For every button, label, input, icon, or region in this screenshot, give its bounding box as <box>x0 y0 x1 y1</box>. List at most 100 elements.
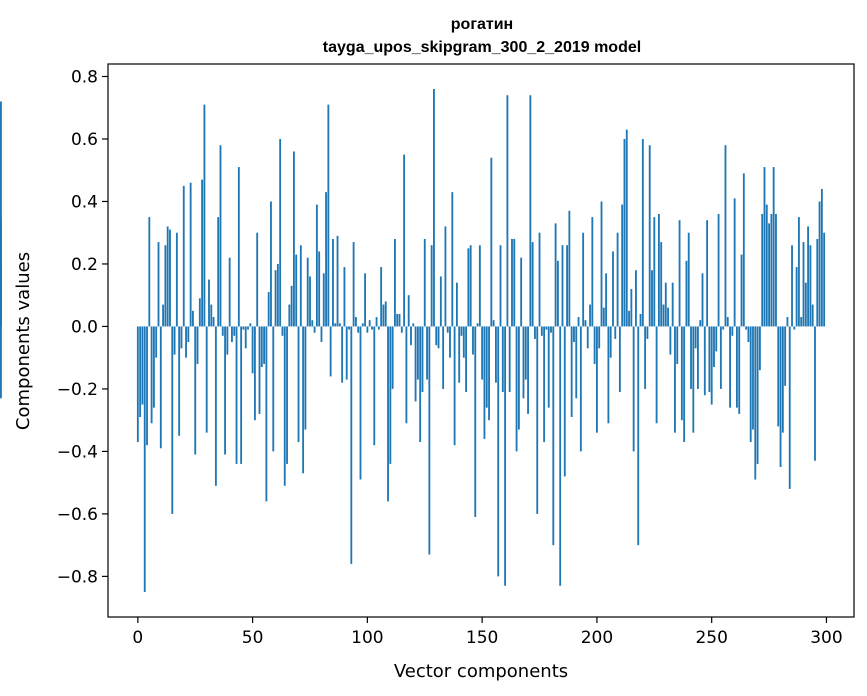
bar <box>192 310 194 327</box>
bar <box>781 326 784 433</box>
bar <box>600 201 603 327</box>
y-tick-label: 0.6 <box>71 130 98 150</box>
bar <box>334 323 337 327</box>
bar <box>570 326 573 418</box>
bar <box>628 310 630 327</box>
bar <box>371 326 373 330</box>
bar <box>680 326 683 421</box>
bar <box>185 326 187 358</box>
bar <box>472 326 474 355</box>
bar <box>290 285 293 327</box>
bar <box>419 326 422 443</box>
bar <box>437 326 440 349</box>
bar <box>678 220 681 327</box>
bar <box>641 138 644 327</box>
bar <box>697 326 699 389</box>
bar <box>683 326 686 443</box>
bar <box>784 326 787 386</box>
bar <box>775 213 777 327</box>
bar <box>0 101 2 327</box>
bar <box>366 326 369 333</box>
bar <box>726 317 729 327</box>
bar <box>483 326 486 439</box>
bar <box>148 217 151 327</box>
bar <box>738 326 741 414</box>
bar <box>556 260 559 327</box>
bar <box>703 326 706 396</box>
bar <box>444 226 447 327</box>
bar <box>761 213 764 327</box>
bar <box>674 326 676 433</box>
x-tick-label: 0 <box>132 628 143 648</box>
bar <box>198 298 201 327</box>
bar <box>749 326 752 443</box>
bar <box>343 267 346 327</box>
bar <box>648 145 651 327</box>
bar <box>531 242 534 327</box>
bar <box>281 326 284 336</box>
bar <box>373 326 376 446</box>
bar <box>814 326 816 461</box>
bar <box>579 326 582 452</box>
bar <box>329 326 332 377</box>
bar <box>671 282 674 327</box>
bar <box>253 326 256 421</box>
bar <box>315 204 318 327</box>
bar <box>428 326 431 555</box>
bar <box>543 326 546 443</box>
bar <box>547 326 550 408</box>
bar <box>384 301 387 327</box>
bar <box>226 326 229 355</box>
bar <box>332 238 334 327</box>
bar <box>396 313 399 327</box>
bar <box>286 326 288 464</box>
bar <box>609 326 612 358</box>
y-tick-label: −0.2 <box>57 380 98 400</box>
bar <box>309 276 311 327</box>
bar <box>433 88 435 327</box>
bar <box>492 320 495 327</box>
bar <box>341 326 344 383</box>
bar <box>490 157 493 327</box>
bar <box>605 273 608 327</box>
bar <box>272 326 275 452</box>
bar <box>598 326 601 349</box>
bar <box>451 192 454 327</box>
bar <box>566 245 568 327</box>
bar <box>187 326 190 343</box>
bar <box>455 282 458 327</box>
bar <box>377 326 380 330</box>
bar <box>662 304 665 327</box>
bar <box>164 245 167 327</box>
bar <box>240 326 243 464</box>
bar <box>506 95 509 327</box>
bar <box>554 223 557 327</box>
bar <box>582 232 585 327</box>
bar <box>403 154 406 327</box>
bar <box>770 213 773 327</box>
bar <box>430 245 433 327</box>
bar <box>439 276 442 327</box>
bar <box>524 326 527 380</box>
bar <box>318 251 321 327</box>
bar <box>162 304 165 327</box>
bar <box>276 263 279 327</box>
bar <box>669 326 672 355</box>
bar <box>754 326 757 480</box>
bar <box>791 245 793 327</box>
bar <box>458 326 461 383</box>
bar <box>593 326 596 364</box>
bar <box>196 326 199 364</box>
bar <box>350 326 353 564</box>
bar <box>325 192 327 327</box>
bar <box>157 242 160 327</box>
bar <box>297 326 300 443</box>
bar <box>540 326 543 336</box>
bar <box>446 326 449 333</box>
bar <box>713 326 715 368</box>
bar <box>685 260 688 327</box>
bar <box>793 326 796 330</box>
bar <box>676 326 679 364</box>
bar <box>577 317 580 327</box>
bar <box>182 185 185 327</box>
